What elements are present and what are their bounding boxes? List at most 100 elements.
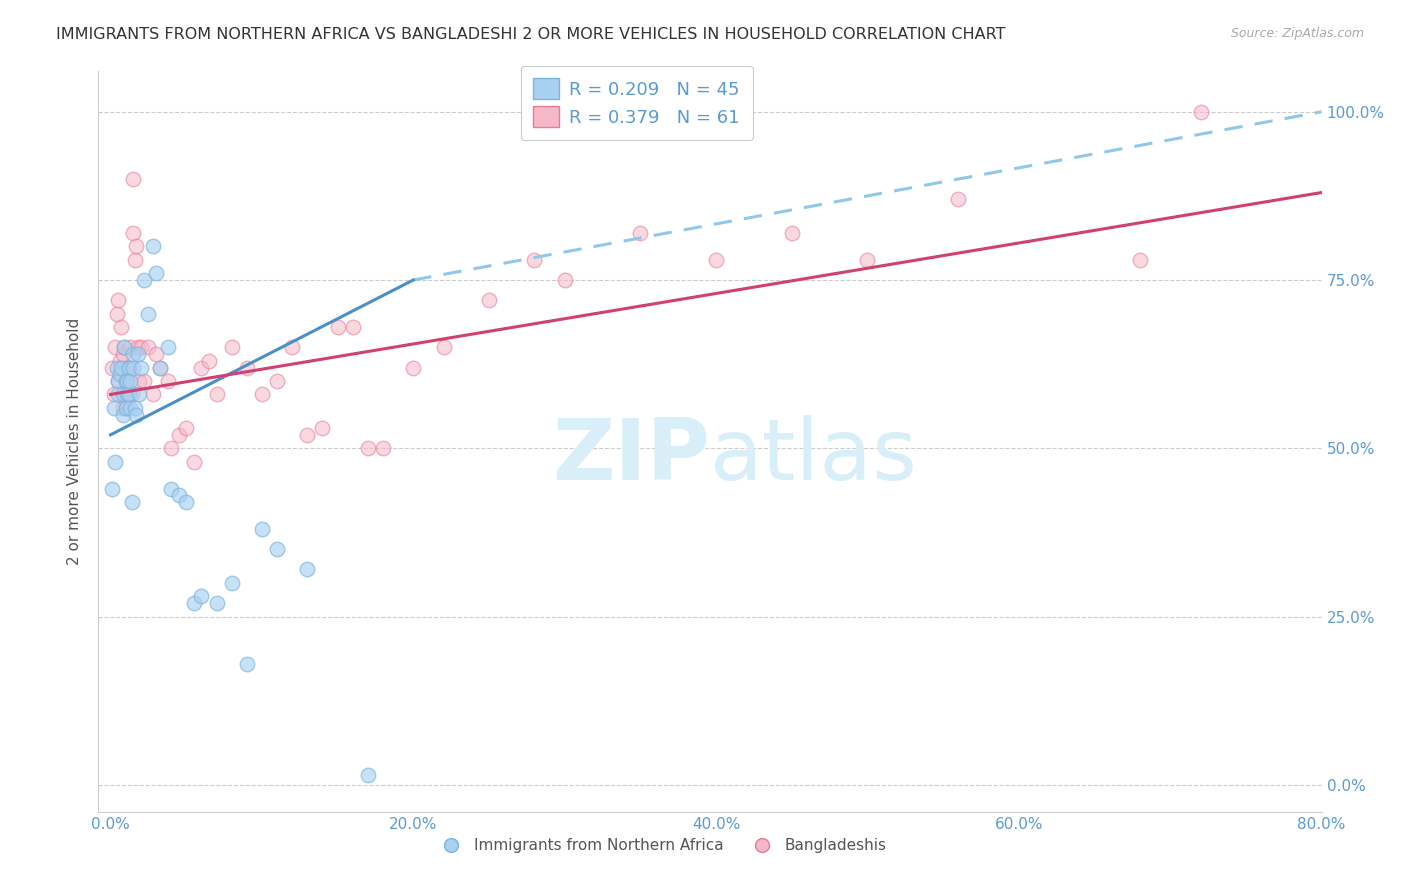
Point bbox=[432, 340, 454, 354]
Point bbox=[221, 575, 243, 590]
Point bbox=[115, 374, 138, 388]
Point bbox=[118, 387, 141, 401]
Point bbox=[704, 252, 727, 267]
Text: atlas: atlas bbox=[710, 415, 918, 498]
Point bbox=[129, 340, 152, 354]
Point bbox=[110, 320, 132, 334]
Point bbox=[266, 374, 288, 388]
Point bbox=[402, 360, 425, 375]
Point bbox=[128, 374, 150, 388]
Point bbox=[297, 562, 319, 576]
Point bbox=[115, 360, 138, 375]
Point bbox=[174, 495, 197, 509]
Point bbox=[107, 387, 129, 401]
Point bbox=[157, 374, 180, 388]
Point bbox=[1189, 104, 1212, 119]
Point bbox=[357, 442, 380, 456]
Point bbox=[127, 347, 149, 361]
Y-axis label: 2 or more Vehicles in Household: 2 or more Vehicles in Household bbox=[67, 318, 83, 566]
Point bbox=[124, 252, 146, 267]
Point bbox=[167, 427, 190, 442]
Point bbox=[183, 596, 205, 610]
Point bbox=[118, 360, 141, 375]
Point bbox=[111, 408, 134, 422]
Point bbox=[125, 239, 148, 253]
Point bbox=[103, 401, 125, 415]
Point bbox=[104, 455, 127, 469]
Point bbox=[478, 293, 501, 308]
Point bbox=[190, 590, 212, 604]
Point bbox=[554, 273, 576, 287]
Point bbox=[104, 340, 127, 354]
Text: Source: ZipAtlas.com: Source: ZipAtlas.com bbox=[1230, 27, 1364, 40]
Point bbox=[121, 495, 143, 509]
Point bbox=[326, 320, 349, 334]
Point bbox=[236, 360, 259, 375]
Point bbox=[111, 347, 134, 361]
Point bbox=[297, 427, 319, 442]
Point bbox=[132, 273, 155, 287]
Point bbox=[115, 387, 138, 401]
Point bbox=[111, 387, 134, 401]
Point bbox=[132, 374, 155, 388]
Point bbox=[121, 387, 143, 401]
Point bbox=[120, 340, 142, 354]
Point bbox=[114, 401, 136, 415]
Point bbox=[628, 226, 651, 240]
Point bbox=[357, 767, 380, 781]
Point bbox=[114, 374, 136, 388]
Point bbox=[371, 442, 394, 456]
Point bbox=[142, 387, 165, 401]
Point bbox=[311, 421, 333, 435]
Point bbox=[281, 340, 304, 354]
Point bbox=[103, 387, 125, 401]
Point bbox=[120, 401, 142, 415]
Point bbox=[250, 387, 273, 401]
Point bbox=[101, 360, 124, 375]
Point bbox=[174, 421, 197, 435]
Point bbox=[1129, 252, 1152, 267]
Point bbox=[105, 307, 128, 321]
Point bbox=[236, 657, 259, 671]
Point bbox=[105, 360, 128, 375]
Point bbox=[138, 340, 160, 354]
Point bbox=[122, 360, 145, 375]
Point bbox=[145, 266, 167, 280]
Point bbox=[124, 401, 146, 415]
Point bbox=[107, 374, 129, 388]
Point bbox=[122, 226, 145, 240]
Point bbox=[205, 596, 228, 610]
Point bbox=[250, 522, 273, 536]
Point bbox=[122, 172, 145, 186]
Point bbox=[114, 401, 136, 415]
Point bbox=[157, 340, 180, 354]
Point bbox=[198, 353, 221, 368]
Point bbox=[108, 353, 131, 368]
Legend: Immigrants from Northern Africa, Bangladeshis: Immigrants from Northern Africa, Banglad… bbox=[429, 832, 893, 860]
Point bbox=[183, 455, 205, 469]
Point bbox=[948, 192, 970, 206]
Point bbox=[101, 482, 124, 496]
Point bbox=[142, 239, 165, 253]
Point bbox=[110, 360, 132, 375]
Point bbox=[523, 252, 546, 267]
Point bbox=[342, 320, 364, 334]
Point bbox=[167, 488, 190, 502]
Point bbox=[128, 387, 150, 401]
Point bbox=[114, 374, 136, 388]
Point bbox=[221, 340, 243, 354]
Point bbox=[190, 360, 212, 375]
Point bbox=[108, 368, 131, 382]
Point bbox=[780, 226, 803, 240]
Point bbox=[112, 340, 135, 354]
Text: IMMIGRANTS FROM NORTHERN AFRICA VS BANGLADESHI 2 OR MORE VEHICLES IN HOUSEHOLD C: IMMIGRANTS FROM NORTHERN AFRICA VS BANGL… bbox=[56, 27, 1005, 42]
Point bbox=[205, 387, 228, 401]
Point bbox=[127, 340, 149, 354]
Point bbox=[129, 360, 152, 375]
Point bbox=[112, 340, 135, 354]
Point bbox=[145, 347, 167, 361]
Text: ZIP: ZIP bbox=[553, 415, 710, 498]
Point bbox=[107, 374, 129, 388]
Point bbox=[118, 387, 141, 401]
Point bbox=[149, 360, 172, 375]
